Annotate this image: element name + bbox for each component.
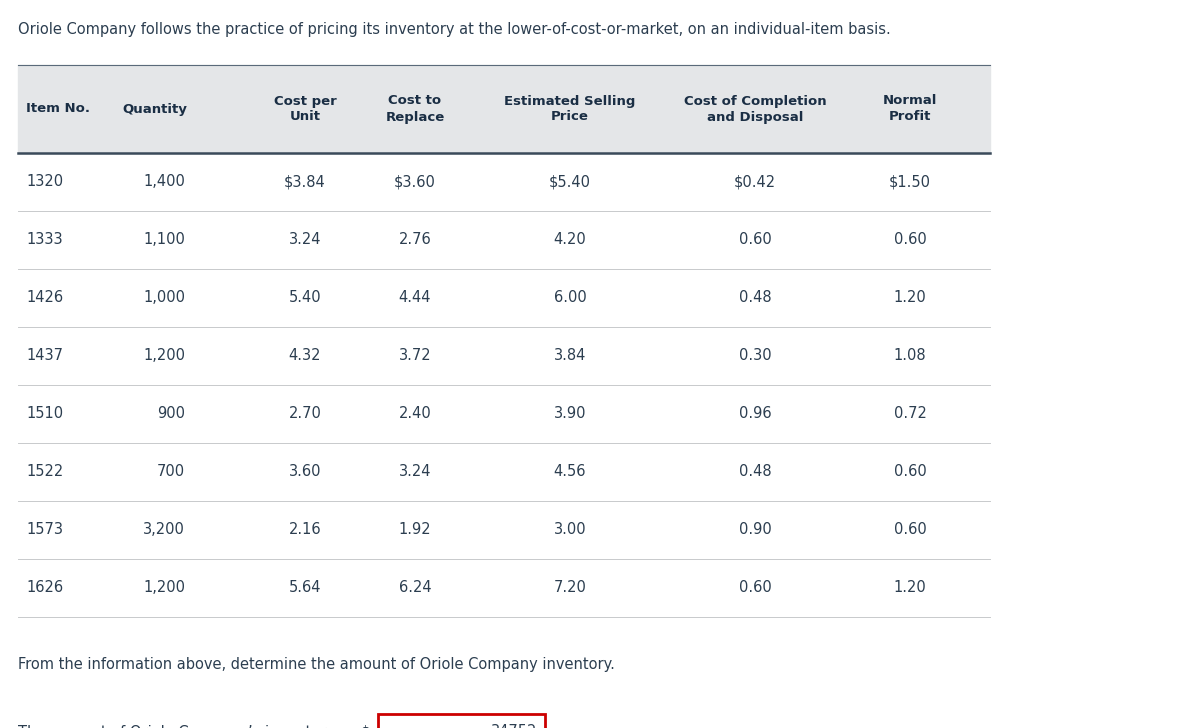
Text: 0.60: 0.60: [739, 232, 772, 248]
Text: 1,100: 1,100: [143, 232, 185, 248]
Text: $1.50: $1.50: [889, 175, 931, 189]
Text: 1.20: 1.20: [894, 580, 926, 596]
Text: 1,400: 1,400: [143, 175, 185, 189]
Text: 1626: 1626: [26, 580, 64, 596]
Text: 0.60: 0.60: [739, 580, 772, 596]
Text: 2.70: 2.70: [288, 406, 322, 422]
Text: Cost per
Unit: Cost per Unit: [274, 95, 336, 124]
Text: 3.24: 3.24: [289, 232, 322, 248]
Text: 4.20: 4.20: [553, 232, 587, 248]
Text: $5.40: $5.40: [550, 175, 592, 189]
Text: 1320: 1320: [26, 175, 64, 189]
Text: 2.76: 2.76: [398, 232, 431, 248]
Text: 0.60: 0.60: [894, 464, 926, 480]
Text: 3.84: 3.84: [554, 349, 586, 363]
Text: 3.60: 3.60: [289, 464, 322, 480]
Text: 4.44: 4.44: [398, 290, 431, 306]
Text: 1522: 1522: [26, 464, 64, 480]
Bar: [18, 65, 990, 153]
Text: 3,200: 3,200: [143, 523, 185, 537]
Text: 0.48: 0.48: [739, 464, 772, 480]
Text: $: $: [360, 724, 370, 728]
Text: 1510: 1510: [26, 406, 64, 422]
Text: 2.40: 2.40: [398, 406, 431, 422]
Text: 700: 700: [157, 464, 185, 480]
Text: Cost to
Replace: Cost to Replace: [385, 95, 445, 124]
Text: 3.00: 3.00: [553, 523, 587, 537]
Text: $3.60: $3.60: [394, 175, 436, 189]
Text: 4.32: 4.32: [289, 349, 322, 363]
Text: Item No.: Item No.: [26, 103, 90, 116]
Text: $3.84: $3.84: [284, 175, 326, 189]
Text: 3.90: 3.90: [553, 406, 587, 422]
Text: 6.00: 6.00: [553, 290, 587, 306]
Text: The amount of Oriole Company’s inventory: The amount of Oriole Company’s inventory: [18, 724, 335, 728]
Text: 0.48: 0.48: [739, 290, 772, 306]
Text: 1.92: 1.92: [398, 523, 431, 537]
Text: 1,200: 1,200: [143, 349, 185, 363]
Text: 4.56: 4.56: [553, 464, 587, 480]
Text: 6.24: 6.24: [398, 580, 431, 596]
Text: 3.72: 3.72: [398, 349, 431, 363]
Text: 1437: 1437: [26, 349, 64, 363]
Text: 0.60: 0.60: [894, 232, 926, 248]
Text: 0.60: 0.60: [894, 523, 926, 537]
Text: 1426: 1426: [26, 290, 64, 306]
Text: Oriole Company follows the practice of pricing its inventory at the lower-of-cos: Oriole Company follows the practice of p…: [18, 22, 890, 37]
Text: Cost of Completion
and Disposal: Cost of Completion and Disposal: [684, 95, 827, 124]
Bar: [378, 714, 545, 728]
Text: 5.40: 5.40: [289, 290, 322, 306]
Text: 0.96: 0.96: [739, 406, 772, 422]
Text: From the information above, determine the amount of Oriole Company inventory.: From the information above, determine th…: [18, 657, 614, 672]
Text: 7.20: 7.20: [553, 580, 587, 596]
Text: 0.72: 0.72: [894, 406, 926, 422]
Text: 2.16: 2.16: [289, 523, 322, 537]
Text: Estimated Selling
Price: Estimated Selling Price: [504, 95, 636, 124]
Text: 0.90: 0.90: [739, 523, 772, 537]
Text: 1.08: 1.08: [894, 349, 926, 363]
Text: $0.42: $0.42: [734, 175, 776, 189]
Text: 1,200: 1,200: [143, 580, 185, 596]
Text: 1573: 1573: [26, 523, 64, 537]
Text: 1,000: 1,000: [143, 290, 185, 306]
Text: 0.30: 0.30: [739, 349, 772, 363]
Text: 1.20: 1.20: [894, 290, 926, 306]
Text: Quantity: Quantity: [122, 103, 187, 116]
Text: 900: 900: [157, 406, 185, 422]
Text: 3.24: 3.24: [398, 464, 431, 480]
Text: 1333: 1333: [26, 232, 62, 248]
Text: 5.64: 5.64: [289, 580, 322, 596]
Text: 34752: 34752: [491, 724, 538, 728]
Text: Normal
Profit: Normal Profit: [883, 95, 937, 124]
